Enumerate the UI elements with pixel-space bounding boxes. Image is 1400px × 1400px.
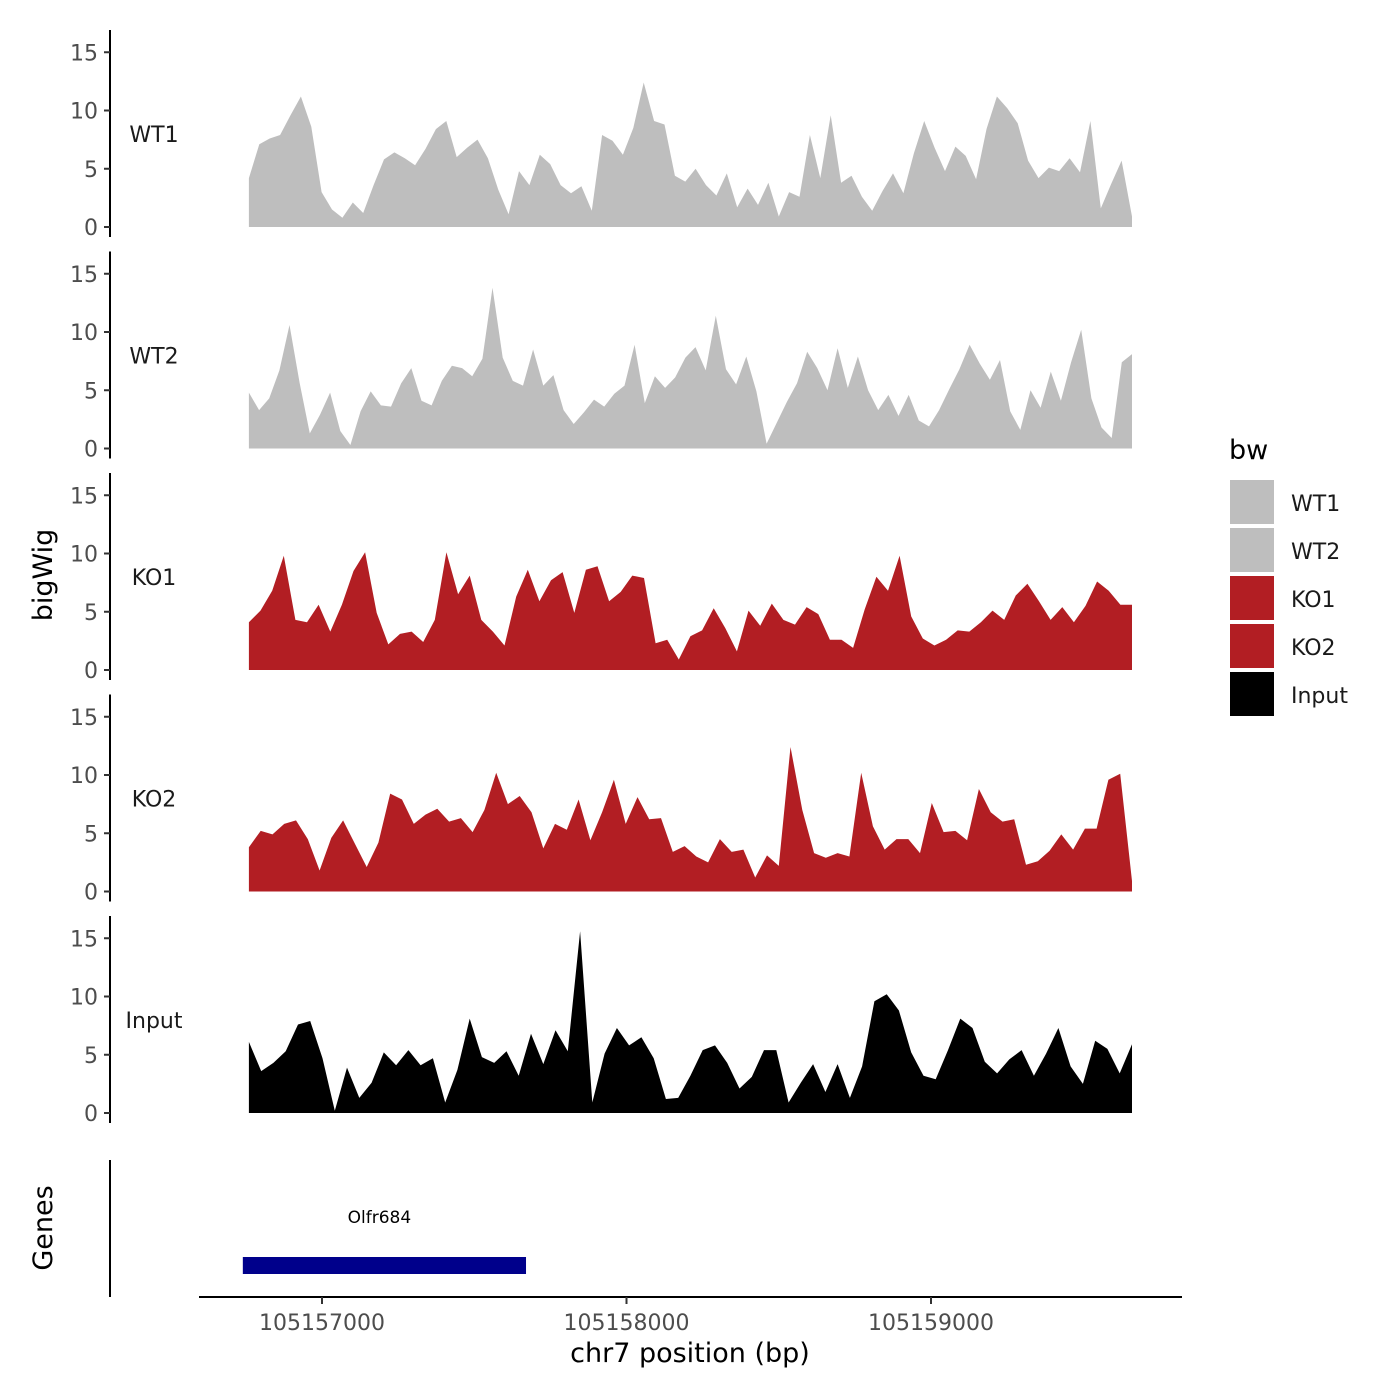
gene-label: Olfr684 [348, 1208, 412, 1228]
y-tick-label: 10 [70, 100, 98, 125]
legend-swatch [1230, 480, 1274, 524]
y-tick-label: 15 [70, 927, 98, 952]
legend-label: Input [1291, 684, 1348, 709]
panel-ko1: 0 5 10 15 KO1 [70, 473, 1132, 684]
y-tick-label: 5 [84, 1044, 98, 1069]
x-tick-label: 105158000 [564, 1311, 690, 1336]
legend-item-input: Input [1230, 672, 1348, 716]
legend-label: WT1 [1291, 492, 1340, 517]
signal-area-wt2 [248, 287, 1132, 449]
legend-item-wt2: WT2 [1230, 528, 1340, 572]
legend-item-wt1: WT1 [1230, 480, 1340, 524]
track-label: Input [126, 1009, 183, 1034]
y-tick-label: 10 [70, 764, 98, 789]
track-label: WT1 [129, 123, 178, 148]
y-tick-label: 5 [84, 822, 98, 847]
legend-title: bw [1229, 435, 1268, 466]
signal-area-ko2 [248, 747, 1132, 892]
y-tick-label: 0 [84, 216, 98, 241]
x-tick-label: 105157000 [259, 1311, 385, 1336]
legend-item-ko1: KO1 [1230, 576, 1336, 620]
y-tick-label: 15 [70, 706, 98, 731]
y-tick-label: 10 [70, 543, 98, 568]
y-tick-label: 15 [70, 484, 98, 509]
legend-items: WT1 WT2 KO1 KO2 Input [1230, 480, 1348, 716]
panel-input: 0 5 10 15 Input [70, 916, 1132, 1127]
panel-wt1: 0 5 10 15 WT1 [70, 30, 1132, 241]
y-tick-label: 10 [70, 986, 98, 1011]
legend: bw WT1 WT2 KO1 KO2 Input [1229, 435, 1348, 716]
track-label: WT2 [129, 345, 178, 370]
legend-label: WT2 [1291, 540, 1340, 565]
gene-track-title: Genes [28, 1185, 59, 1270]
y-tick-label: 15 [70, 41, 98, 66]
x-tick-label: 105159000 [868, 1311, 994, 1336]
x-axis-title: chr7 position (bp) [570, 1338, 810, 1369]
y-tick-label: 5 [84, 379, 98, 404]
y-tick-label: 15 [70, 263, 98, 288]
x-ticks: 105157000 105158000 105159000 [259, 1297, 994, 1336]
legend-item-ko2: KO2 [1230, 624, 1336, 668]
track-label: KO1 [132, 566, 177, 591]
y-tick-label: 5 [84, 158, 98, 183]
signal-area-wt1 [248, 82, 1132, 227]
x-axis: 105157000 105158000 105159000 chr7 positio… [199, 1296, 1182, 1369]
gene-track: Genes Olfr684 [28, 1160, 527, 1297]
y-axis-title: bigWig [28, 529, 59, 622]
legend-swatch [1230, 576, 1274, 620]
y-tick-label: 5 [84, 601, 98, 626]
y-tick-label: 10 [70, 321, 98, 346]
y-tick-label: 0 [84, 1102, 98, 1127]
gene-body-olfr684 [242, 1257, 527, 1274]
panel-wt2: 0 5 10 15 WT2 [70, 251, 1132, 463]
y-tick-label: 0 [84, 881, 98, 906]
legend-label: KO1 [1291, 588, 1336, 613]
legend-label: KO2 [1291, 636, 1336, 661]
y-tick-label: 0 [84, 659, 98, 684]
legend-swatch [1230, 672, 1274, 716]
track-panels: 0 5 10 15 WT1 0 5 10 15 WT2 0 5 10 15 KO1 0 5 10 15 KO2 0 5 10… [70, 30, 1132, 1127]
gene-features: Olfr684 [242, 1208, 527, 1274]
signal-area-input [248, 931, 1132, 1113]
signal-area-ko1 [248, 552, 1132, 670]
y-tick-label: 0 [84, 438, 98, 463]
track-label: KO2 [132, 788, 177, 813]
legend-swatch [1230, 624, 1274, 668]
legend-swatch [1230, 528, 1274, 572]
panel-ko2: 0 5 10 15 KO2 [70, 694, 1132, 906]
